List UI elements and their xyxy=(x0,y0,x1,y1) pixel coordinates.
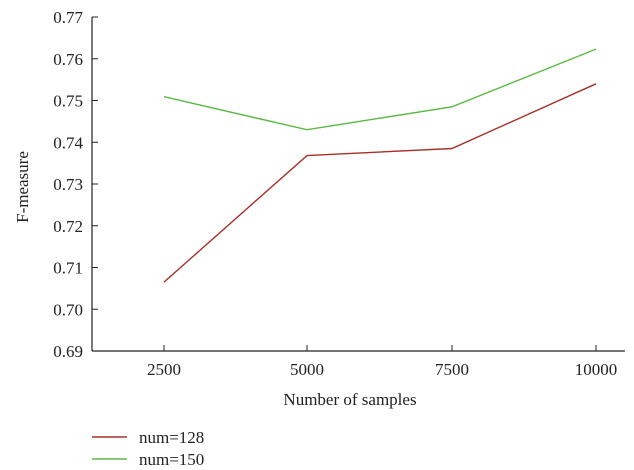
series-line-num-150 xyxy=(163,48,597,131)
y-tick-label: 0.70 xyxy=(53,300,83,319)
y-tick-label: 0.69 xyxy=(53,342,83,361)
legend: num=128 num=150 xyxy=(92,428,204,469)
legend-label: num=150 xyxy=(139,450,204,469)
x-tick-label: 5000 xyxy=(290,360,324,379)
y-tick-label: 0.72 xyxy=(53,217,83,236)
legend-label: num=128 xyxy=(139,428,204,447)
x-axis-ticks: 2500 5000 7500 10000 xyxy=(147,345,617,379)
y-axis-label: F-measure xyxy=(13,151,32,223)
series-layer xyxy=(163,48,597,283)
series-line-num-128 xyxy=(163,83,597,283)
x-tick-label: 7500 xyxy=(435,360,469,379)
y-tick-label: 0.71 xyxy=(53,259,83,278)
y-tick-label: 0.74 xyxy=(53,133,83,152)
y-tick-label: 0.76 xyxy=(53,50,83,69)
y-tick-label: 0.73 xyxy=(53,175,83,194)
x-axis-label: Number of samples xyxy=(283,390,416,409)
x-tick-label: 10000 xyxy=(575,360,618,379)
y-axis-ticks: 0.69 0.70 0.71 0.72 0.73 0.74 0.75 0.76 0.77 xyxy=(53,8,98,361)
x-tick-label: 2500 xyxy=(147,360,181,379)
y-tick-label: 0.77 xyxy=(53,8,83,27)
y-tick-label: 0.75 xyxy=(53,92,83,111)
